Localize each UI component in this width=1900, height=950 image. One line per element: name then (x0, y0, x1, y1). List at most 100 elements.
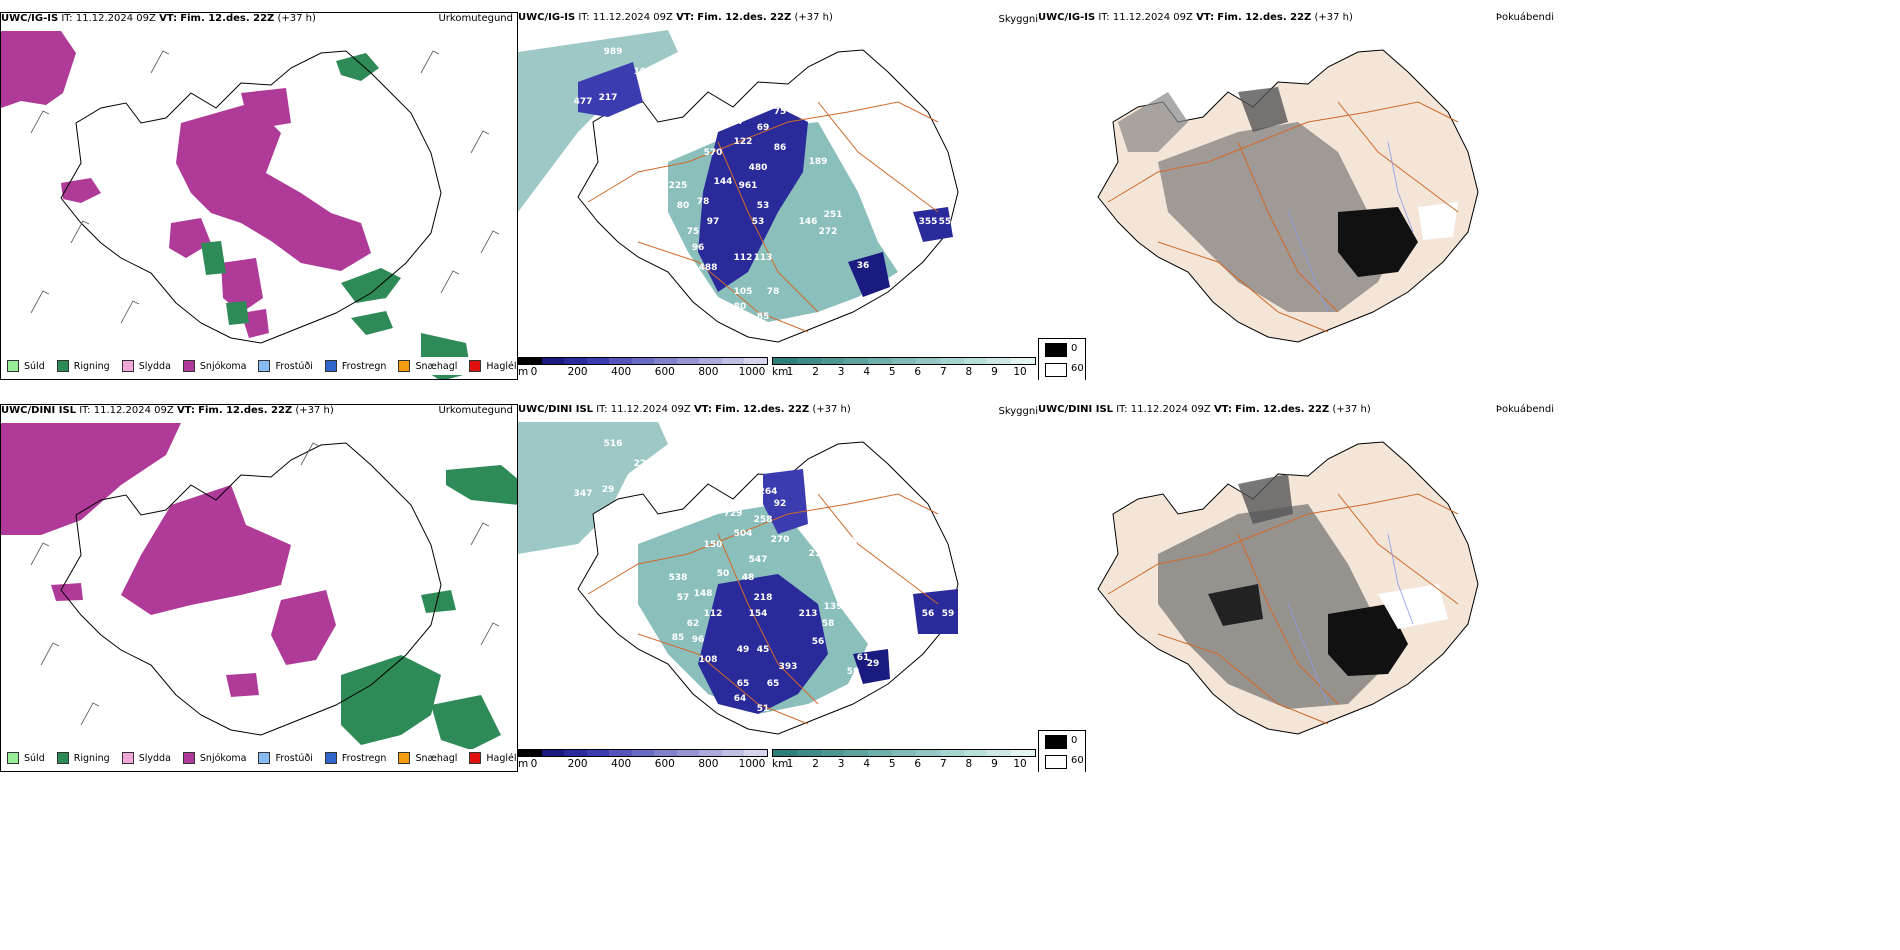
visibility-tick: 2 (812, 758, 819, 770)
cloud-base-value: 224 (724, 117, 743, 127)
legend-item-slydda: Slydda (121, 360, 171, 372)
lead-time: (+37 h) (1332, 404, 1371, 415)
cloud-base-value: 516 (604, 439, 623, 449)
legend-swatch (258, 752, 271, 764)
model-name: UWC/IG-IS (518, 12, 576, 23)
cloud-base-segment (609, 750, 632, 756)
panel-corner-title: Þokuábendi (1495, 12, 1554, 23)
cloud-base-value: 86 (774, 143, 787, 153)
panel-corner-title: Skyggni (998, 406, 1038, 417)
fog-scale-box: 0 60 (1038, 730, 1086, 772)
cloud-base-value: 272 (819, 227, 838, 237)
cloud-base-value: 150 (704, 540, 723, 550)
visibility-segment (773, 358, 797, 364)
fog-index-panel-row2: UWC/DINI ISL IT: 11.12.2024 09Z VT: Fim.… (1038, 404, 1558, 772)
precip-type-panel-row2: UWC/DINI ISL IT: 11.12.2024 09Z VT: Fim.… (0, 404, 518, 772)
cloud-base-segment (586, 750, 610, 756)
cloud-base-value: 64 (734, 694, 747, 704)
cloud-base-unit: m (518, 758, 529, 770)
legend-swatch (56, 752, 69, 764)
cloud-base-segment (541, 358, 565, 364)
cloud-base-ticks: m 0 200 400 600 800 1000 (518, 365, 768, 378)
visibility-tick: 4 (863, 366, 870, 378)
cloud-base-segment (631, 750, 655, 756)
visibility-tick: 10 (1013, 758, 1027, 770)
cloud-base-value: 75 (774, 107, 787, 117)
visibility-tick: 7 (939, 366, 947, 378)
valid-label: VT: (1213, 404, 1232, 415)
cloud-base-tick: 1000 (738, 758, 766, 770)
cloud-base-value: 538 (669, 573, 688, 583)
cloud-vis-panel-row1: 989 102 477 217 70 75 69 86 189 71 224 570 122 480 225… (518, 12, 1038, 380)
init-time: IT: 11.12.2024 09Z (1098, 12, 1193, 23)
visibility-tick: 3 (837, 758, 845, 770)
cloud-base-value: 59 (942, 609, 955, 619)
cloud-base-unit: m (518, 366, 529, 378)
cloud-base-value: 51 (757, 704, 770, 714)
fog-swatch-white (1045, 755, 1067, 769)
visibility-unit: km (772, 366, 789, 378)
cloud-base-value: 80 (734, 302, 747, 312)
cloud-base-tick: 800 (698, 366, 719, 378)
legend-item-frostúði: Frostúði (258, 360, 313, 372)
cloud-base-value: 108 (699, 655, 718, 665)
fog-index-panel-row1: UWC/IG-IS IT: 11.12.2024 09Z VT: Fim. 12… (1038, 12, 1558, 380)
cloud-base-value: 65 (737, 679, 750, 689)
panel-corner-title: Úrkomutegund (438, 13, 513, 24)
cloud-base-value: 264 (759, 487, 778, 497)
valid-label: VT: (1196, 12, 1215, 23)
precip-type-legend: Súld Rigning Slydda Snjókoma Frostúði Frostre… (1, 357, 517, 375)
cloud-base-value: 56 (812, 637, 825, 647)
legend-item-snæhagl: Snæhagl (398, 752, 457, 764)
cloud-base-segment (654, 358, 677, 364)
legend-swatch (324, 752, 337, 764)
precip-type-map (1, 423, 517, 750)
legend-label: Frostregn (341, 752, 387, 764)
visibility-segment (868, 750, 893, 756)
legend-swatch (121, 360, 134, 372)
cloud-base-segment (609, 358, 632, 364)
precip-type-legend: Súld Rigning Slydda Snjókoma Frostúði Frostre… (1, 749, 517, 767)
valid-label: VT: (176, 405, 195, 416)
cloud-base-segment (631, 358, 655, 364)
legend-label: Frostúði (275, 360, 313, 372)
legend-swatch (324, 360, 337, 372)
cloud-base-ticks: m 0 200 400 600 800 1000 (518, 757, 768, 770)
visibility-tick: 2 (812, 366, 819, 378)
cloud-base-value: 59 (847, 667, 860, 677)
cloud-base-tick: 400 (611, 758, 632, 770)
cloud-base-value: 144 (714, 177, 733, 187)
cloud-base-segment (654, 750, 677, 756)
cloud-base-value: 65 (767, 679, 780, 689)
visibility-tick: 9 (991, 758, 998, 770)
panel-header: UWC/IG-IS IT: 11.12.2024 09Z VT: Fim. 12… (1038, 12, 1353, 24)
cloud-base-tick: 600 (654, 366, 675, 378)
visibility-segment (987, 750, 1012, 756)
cloud-base-value: 393 (779, 662, 798, 672)
cloud-base-value: 547 (749, 555, 768, 565)
visibility-segment (987, 358, 1012, 364)
cloud-base-value: 477 (574, 97, 593, 107)
cloud-base-value: 75 (687, 227, 700, 237)
cloud-base-segment (541, 750, 565, 756)
cloud-base-value: 218 (754, 593, 773, 603)
cloud-base-tick: 600 (654, 758, 675, 770)
visibility-tick: 6 (914, 366, 922, 378)
cloud-base-value: 29 (602, 485, 615, 495)
legend-item-frostregn: Frostregn (324, 752, 387, 764)
visibility-colorbar: km 1 2 3 4 5 6 7 8 9 10 (772, 749, 1036, 770)
cloud-base-value: 189 (809, 157, 828, 167)
valid-time: Fim. 12.des. 22Z (697, 12, 792, 23)
cloud-base-tick: 1000 (738, 366, 766, 378)
cloud-base-segment (676, 750, 700, 756)
cloud-base-value: 961 (739, 181, 758, 191)
cloud-base-value: 251 (824, 210, 843, 220)
cloud-base-value: 102 (634, 67, 653, 77)
legend-item-frostregn: Frostregn (324, 360, 386, 372)
legend-item-snjókoma: Snjókoma (182, 360, 246, 372)
visibility-unit: km (772, 758, 789, 770)
cloud-base-value: 217 (599, 93, 618, 103)
visibility-tick: 5 (888, 758, 896, 770)
precip-type-panel-row1: UWC/IG-IS IT: 11.12.2024 09Z VT: Fim. 12… (0, 12, 518, 380)
cloud-base-value: 139 (824, 602, 843, 612)
